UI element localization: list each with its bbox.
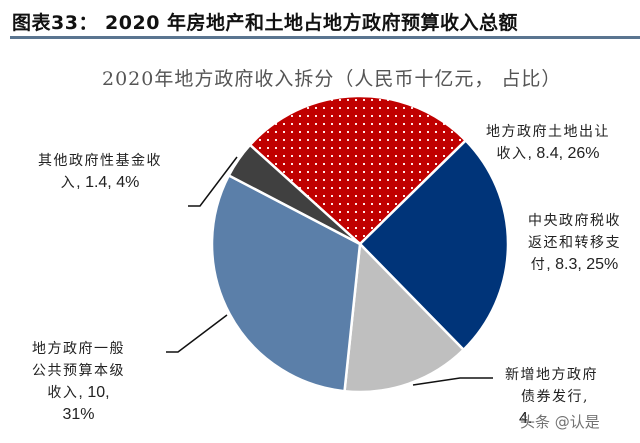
- slice-new-bonds: [343, 241, 466, 394]
- slice-land-sale: [248, 94, 468, 246]
- figure-title: 图表33： 2020 年房地产和土地占地方政府预算收入总额: [12, 12, 519, 34]
- watermark: 头条 @认是: [520, 413, 600, 431]
- pie-slices: [210, 94, 510, 394]
- title-divider: [10, 36, 640, 39]
- label-central-transfer: 中央政府税收 返还和转移支 付, 8.3, 25%: [528, 213, 621, 273]
- slice-central-transfer: [358, 138, 510, 352]
- leader-line-other: [188, 156, 238, 207]
- label-new-bonds: 新增地方政府 债券发行, 4.: [505, 367, 598, 427]
- label-general-budget: 地方政府一般 公共预算本级 收入, 10, 31%: [32, 341, 125, 423]
- label-other-funds: 其他政府性基金收 入, 1.4, 4%: [38, 153, 162, 191]
- slice-other-funds: [227, 143, 361, 246]
- slice-general-budget: [210, 173, 362, 393]
- chart-title: 2020年地方政府收入拆分（人民币十亿元， 占比）: [102, 68, 562, 90]
- leader-line-bonds: [412, 377, 493, 386]
- leader-line-general: [166, 314, 228, 353]
- label-land-sale: 地方政府土地出让 收入, 8.4, 26%: [486, 124, 610, 162]
